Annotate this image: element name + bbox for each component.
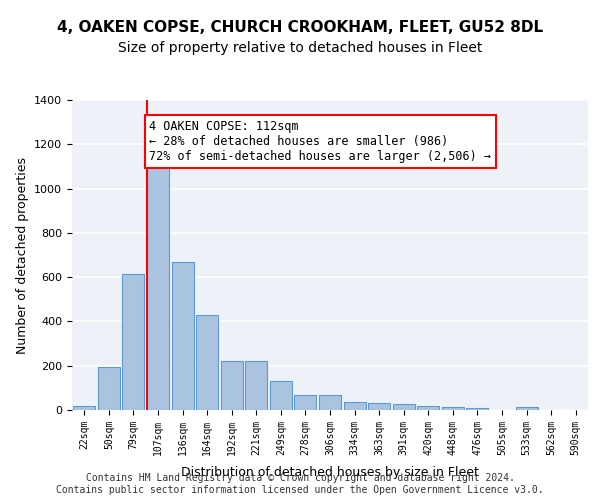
Bar	[466, 408, 488, 410]
Bar	[147, 164, 169, 410]
Text: Contains HM Land Registry data © Crown copyright and database right 2024.
Contai: Contains HM Land Registry data © Crown c…	[56, 474, 544, 495]
Bar	[319, 394, 341, 410]
Bar	[245, 362, 268, 410]
Text: 4, OAKEN COPSE, CHURCH CROOKHAM, FLEET, GU52 8DL: 4, OAKEN COPSE, CHURCH CROOKHAM, FLEET, …	[57, 20, 543, 35]
Bar	[98, 367, 120, 410]
Text: 4 OAKEN COPSE: 112sqm
← 28% of detached houses are smaller (986)
72% of semi-det: 4 OAKEN COPSE: 112sqm ← 28% of detached …	[149, 120, 491, 163]
Bar	[417, 406, 439, 410]
Bar	[392, 404, 415, 410]
Bar	[196, 315, 218, 410]
Bar	[270, 381, 292, 410]
Bar	[344, 402, 365, 410]
Text: Size of property relative to detached houses in Fleet: Size of property relative to detached ho…	[118, 41, 482, 55]
Bar	[221, 362, 243, 410]
Y-axis label: Number of detached properties: Number of detached properties	[16, 156, 29, 354]
Bar	[73, 406, 95, 410]
Bar	[368, 404, 390, 410]
Bar	[172, 262, 194, 410]
Bar	[515, 408, 538, 410]
Bar	[295, 394, 316, 410]
Bar	[442, 406, 464, 410]
X-axis label: Distribution of detached houses by size in Fleet: Distribution of detached houses by size …	[181, 466, 479, 479]
Bar	[122, 274, 145, 410]
